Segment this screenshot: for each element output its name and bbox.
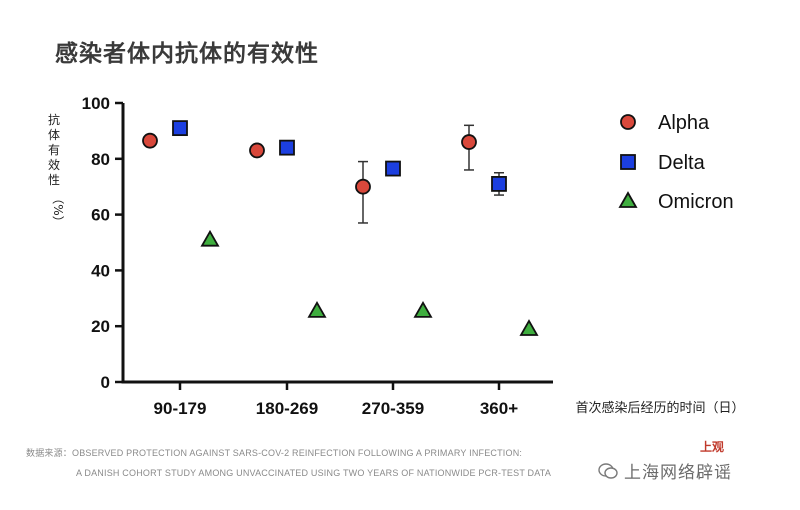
x-tick-label: 90-179 [154, 399, 207, 418]
delta-point [491, 176, 507, 192]
legend-marker-omicron [618, 191, 638, 208]
alpha-point [142, 132, 158, 149]
antibody-effectiveness-chart: 0 20 40 60 80 100 90-179 180-269 270-359 360+ 首次感染… [48, 94, 745, 418]
x-tick-label: 180-269 [256, 399, 318, 418]
omicron-point [519, 319, 539, 336]
omicron-point [200, 229, 220, 247]
y-tick-label: 60 [91, 206, 110, 225]
legend-label-omicron: Omicron [658, 191, 734, 213]
y-axis-label-char: 抗 [48, 112, 60, 127]
delta-point [279, 139, 295, 156]
alpha-point [249, 142, 265, 159]
watermark-logo: 上观 [700, 440, 725, 454]
legend-label-alpha: Alpha [658, 112, 710, 134]
x-tick-label: 360+ [480, 399, 518, 418]
y-axis-label-char: 性 [48, 173, 60, 187]
source-line-2: A DANISH COHORT STUDY AMONG UNVACCINATED… [76, 468, 552, 478]
y-axis-label-char: 效 [48, 157, 60, 172]
y-axis-label-char: 体 [48, 128, 60, 142]
y-tick-label: 40 [91, 261, 110, 280]
x-axis-label: 首次感染后经历的时间（日） [575, 400, 744, 416]
alpha-point [355, 178, 371, 195]
source-line-1: 数据来源：OBSERVED PROTECTION AGAINST SARS-CO… [26, 448, 523, 458]
watermark-text: 上海网络辟谣 [624, 463, 732, 483]
omicron-point [413, 301, 433, 318]
legend-marker-alpha [620, 114, 636, 130]
omicron-point [307, 301, 327, 318]
y-tick-label: 80 [91, 150, 110, 169]
y-axis-label-unit: （%） [51, 192, 65, 227]
y-tick-label: 0 [101, 373, 110, 392]
wechat-icon [598, 462, 618, 479]
watermark: 上海网络辟谣 [598, 458, 732, 483]
y-tick-label: 100 [82, 94, 110, 113]
y-axis-label-char: 有 [48, 143, 60, 157]
delta-point [385, 160, 401, 177]
alpha-point [461, 134, 477, 150]
y-tick-label: 20 [91, 317, 110, 336]
legend-label-delta: Delta [658, 152, 706, 174]
legend-marker-delta [620, 154, 636, 170]
x-tick-label: 270-359 [362, 399, 424, 418]
chart-title: 感染者体内抗体的有效性 [55, 41, 319, 67]
delta-point [172, 120, 188, 137]
